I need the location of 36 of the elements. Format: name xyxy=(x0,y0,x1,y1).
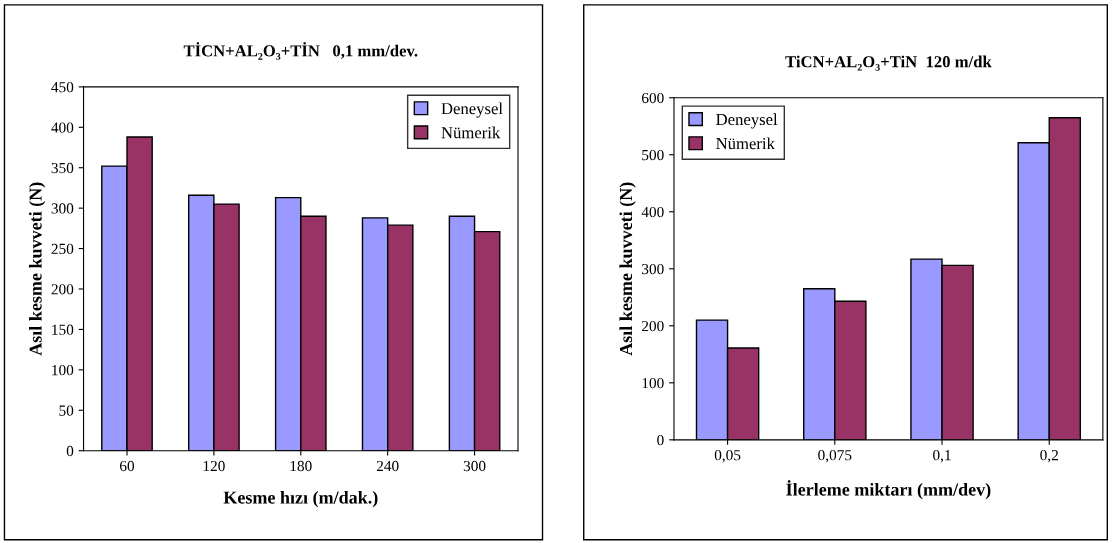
x-tick-label: 60 xyxy=(120,460,135,472)
legend-label: Deneysel xyxy=(716,113,778,129)
y-tick-label: 500 xyxy=(642,149,664,161)
chart-title: TiCN+AL₂O₃+TiN 120 m/dk xyxy=(785,55,992,71)
y-axis-title: Asıl kesme kuvveti (N) xyxy=(28,182,46,356)
y-tick-label: 300 xyxy=(642,263,664,275)
x-tick-label: 0,075 xyxy=(818,449,852,463)
y-tick-label: 0 xyxy=(657,434,664,446)
y-tick-label: 150 xyxy=(52,324,74,335)
x-tick-label: 0,1 xyxy=(933,449,951,463)
y-tick-label: 300 xyxy=(51,203,74,214)
y-tick-label: 400 xyxy=(641,206,664,218)
legend-label: Deneysel xyxy=(441,102,503,118)
x-tick-label: 300 xyxy=(463,460,486,472)
y-tick-label: 400 xyxy=(51,122,74,133)
y-tick-label: 100 xyxy=(642,377,664,389)
x-axis-title: İlerleme miktarı (mm/dev) xyxy=(786,480,991,500)
x-tick-label: 0,05 xyxy=(714,449,741,463)
y-tick-label: 200 xyxy=(642,320,664,332)
x-tick-label: 180 xyxy=(290,460,312,472)
y-tick-label: 200 xyxy=(51,284,74,295)
legend-label: Nümerik xyxy=(716,137,775,150)
y-tick-label: 250 xyxy=(51,243,74,255)
y-tick-label: 600 xyxy=(641,92,664,104)
legend-label: Nümerik xyxy=(441,126,501,139)
y-tick-label: 0 xyxy=(66,445,74,457)
chart-title: TİCN+AL₂O₃+TİN 0,1 mm/dev. xyxy=(183,42,418,60)
x-axis-title: Kesme hızı (m/dak.) xyxy=(223,490,378,508)
y-tick-label: 350 xyxy=(51,162,74,174)
y-tick-label: 50 xyxy=(59,405,74,416)
x-tick-label: 240 xyxy=(376,460,399,472)
x-tick-label: 120 xyxy=(203,460,225,472)
y-tick-label: 100 xyxy=(52,364,74,376)
y-tick-label: 450 xyxy=(51,82,74,93)
y-axis-title: Asıl kesme kuvveti (N) xyxy=(619,182,636,356)
x-tick-label: 0,2 xyxy=(1040,449,1058,463)
